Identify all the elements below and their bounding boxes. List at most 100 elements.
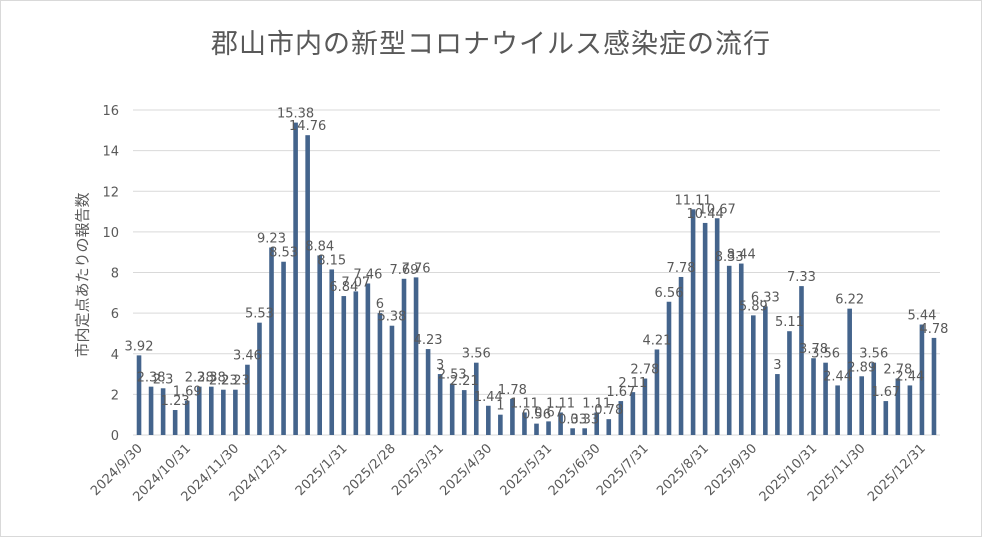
data-label: 3.78: [799, 342, 828, 357]
bar: [401, 278, 407, 435]
data-label: 7.76: [402, 261, 431, 276]
data-label: 3: [773, 358, 781, 373]
bar: [871, 362, 877, 435]
data-label: 8.33: [715, 250, 744, 265]
y-tick-label: 0: [111, 429, 119, 444]
data-label: 5.11: [775, 315, 804, 330]
data-label: 10.44: [687, 207, 724, 222]
bar: [654, 349, 660, 435]
data-label: 1.44: [474, 390, 503, 405]
data-label: 1.78: [498, 383, 527, 398]
data-label: 5.44: [907, 309, 936, 324]
bar: [449, 383, 455, 435]
data-label: 8.53: [269, 246, 298, 261]
data-label: 2.89: [847, 360, 876, 375]
bar: [931, 337, 937, 435]
data-label: 2.38: [197, 371, 226, 386]
data-label: 7.69: [390, 263, 419, 278]
bar: [377, 313, 383, 435]
bar: [859, 376, 865, 435]
data-label: 4.78: [920, 322, 949, 337]
bar: [305, 135, 310, 435]
data-label: 1.11: [582, 396, 611, 411]
chart-title: 郡山市内の新型コロナウイルス感染症の流行: [211, 29, 771, 60]
bar: [919, 324, 925, 435]
bar: [714, 218, 720, 435]
data-label: 1.69: [173, 385, 202, 400]
x-tick-label: 2025/4/30: [437, 441, 495, 499]
bar: [425, 349, 431, 435]
bar: [582, 428, 587, 435]
bar: [257, 322, 262, 435]
bar: [895, 378, 901, 435]
bar: [811, 358, 816, 435]
bar: [498, 414, 503, 435]
y-tick-label: 6: [111, 307, 119, 322]
data-label: 2.3: [153, 372, 174, 387]
data-label: 4.21: [642, 333, 671, 348]
bar: [823, 362, 828, 435]
y-tick-label: 14: [102, 145, 119, 160]
bar: [172, 410, 178, 435]
data-label: 2.38: [185, 371, 214, 386]
data-label: 0.78: [594, 403, 623, 418]
bar: [835, 385, 840, 435]
data-label: 7.78: [667, 261, 696, 276]
bar: [293, 122, 298, 435]
bar: [558, 412, 563, 435]
data-label: 7.33: [787, 270, 816, 285]
data-label: 2.11: [618, 376, 647, 391]
bar: [522, 412, 527, 435]
bar: [413, 277, 419, 435]
bar: [473, 362, 479, 435]
bar: [281, 261, 286, 435]
data-label: 5.89: [739, 299, 768, 314]
bar: [594, 412, 600, 435]
data-label: 3.92: [125, 339, 154, 354]
data-label: 15.38: [277, 107, 314, 122]
bar: [738, 263, 744, 435]
bar: [763, 306, 768, 435]
data-label: 7.46: [353, 267, 382, 282]
bar: [160, 388, 166, 435]
bar: [329, 269, 335, 435]
bar: [510, 398, 515, 435]
bar: [317, 255, 322, 435]
bar: [184, 400, 190, 435]
bar: [726, 265, 732, 435]
y-tick-label: 12: [102, 185, 119, 200]
data-label: 1.23: [161, 394, 190, 409]
bar: [353, 291, 359, 435]
bar: [883, 401, 889, 435]
bar: [618, 401, 624, 435]
bar: [678, 276, 684, 435]
bar: [437, 374, 443, 435]
bar: [847, 308, 852, 435]
x-tick-label: 2025/7/31: [594, 441, 652, 499]
bar: [775, 374, 780, 435]
bar: [341, 296, 347, 435]
y-tick-label: 10: [102, 226, 119, 241]
data-label: 0.33: [570, 412, 599, 427]
y-tick-label: 16: [102, 104, 119, 119]
data-label: 3.56: [462, 347, 491, 362]
data-label: 6.22: [835, 293, 864, 308]
data-label: 2.44: [895, 369, 924, 384]
data-label: 2.38: [137, 371, 166, 386]
data-label: 8.15: [317, 253, 346, 268]
bar: [570, 428, 575, 435]
bar: [666, 301, 672, 435]
data-label: 5.38: [377, 310, 406, 325]
data-label: 4.23: [414, 333, 443, 348]
data-label: 3: [436, 358, 444, 373]
bar: [630, 392, 636, 435]
data-label: 2.44: [823, 369, 852, 384]
bar: [136, 355, 142, 435]
y-tick-label: 8: [111, 267, 119, 282]
bar: [196, 386, 202, 435]
data-label: 11.11: [674, 193, 711, 208]
bar: [208, 386, 214, 435]
bar: [787, 331, 792, 435]
